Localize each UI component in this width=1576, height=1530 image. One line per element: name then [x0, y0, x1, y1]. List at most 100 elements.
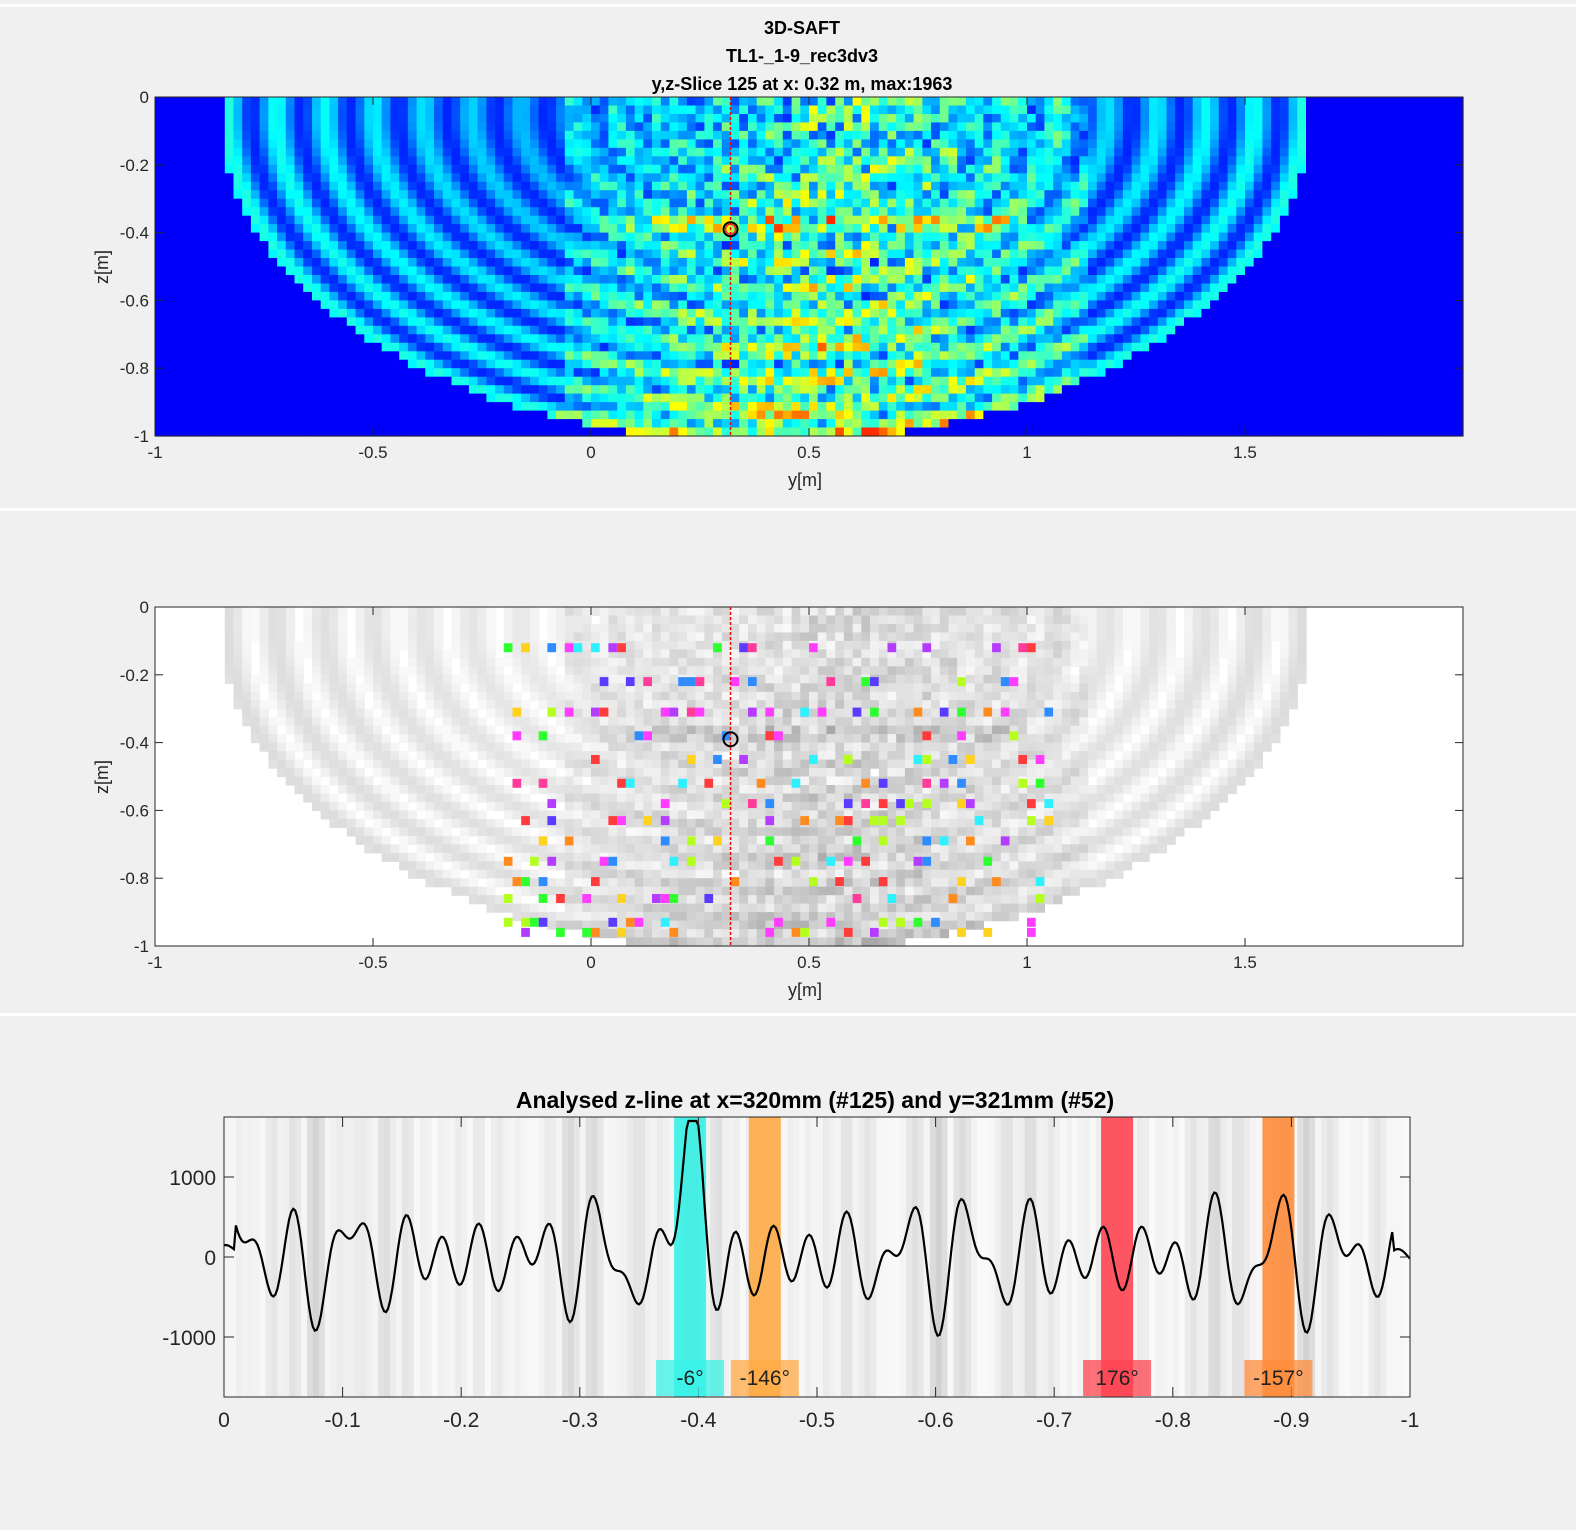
heatmap-cell — [695, 351, 705, 361]
heatmap-cell — [259, 139, 269, 149]
heatmap-cell — [373, 232, 383, 242]
heatmap-cell — [442, 130, 453, 140]
heatmap-cell — [739, 207, 749, 217]
heatmap-cell — [939, 258, 950, 268]
heatmap-cell — [861, 342, 871, 352]
heatmap-cell — [556, 300, 566, 310]
heatmap-cell — [1105, 164, 1115, 174]
heatmap-cell — [1044, 147, 1054, 157]
heatmap-cell — [800, 249, 810, 259]
heatmap-cell — [686, 291, 697, 301]
heatmap-cell — [582, 351, 592, 361]
heatmap-cell — [791, 147, 801, 157]
heatmap-cell — [1009, 122, 1019, 132]
heatmap-cell — [1053, 241, 1063, 251]
heatmap-cell — [512, 198, 522, 208]
heatmap-cell — [1218, 249, 1229, 259]
heatmap-cell — [198, 156, 208, 166]
heatmap-cell — [591, 410, 601, 420]
heatmap-cell — [163, 385, 173, 395]
heatmap-cell — [329, 198, 339, 208]
heatmap-cell — [983, 173, 993, 183]
heatmap-cell — [1192, 385, 1202, 395]
heatmap-cell — [181, 291, 191, 301]
heatmap-cell — [495, 215, 505, 225]
heatmap-cell — [1192, 427, 1202, 437]
heatmap-cell — [172, 147, 182, 157]
heatmap-cell — [809, 342, 819, 352]
heatmap-cell — [233, 147, 243, 157]
heatmap-cell — [591, 342, 601, 352]
heatmap-cell — [870, 139, 880, 149]
heatmap-cell — [451, 283, 461, 293]
heatmap-cell — [887, 122, 897, 132]
heatmap-cell — [329, 385, 339, 395]
heatmap-cell — [355, 410, 365, 420]
heatmap-cell — [1009, 376, 1019, 386]
heatmap-cell — [1166, 164, 1176, 174]
heatmap-cell — [1061, 232, 1072, 242]
heatmap-cell — [320, 147, 330, 157]
heatmap-cell — [704, 258, 714, 268]
heatmap-cell — [207, 334, 217, 344]
heatmap-cell — [163, 308, 173, 318]
heatmap-cell — [835, 122, 845, 132]
heatmap-cell — [277, 334, 287, 344]
heatmap-cell — [1070, 351, 1080, 361]
heatmap-cell — [364, 224, 374, 234]
heatmap-cell — [660, 393, 671, 403]
heatmap-cell — [887, 249, 897, 259]
heatmap-cell — [599, 427, 609, 437]
heatmap-cell — [346, 342, 357, 352]
heatmap-cell — [1192, 207, 1202, 217]
heatmap-cell — [974, 130, 984, 140]
heatmap-cell — [939, 325, 950, 335]
heatmap-cell — [460, 385, 470, 395]
heatmap-cell — [896, 173, 906, 183]
heatmap-cell — [782, 249, 793, 259]
heatmap-cell — [373, 258, 383, 268]
heatmap-cell — [233, 224, 243, 234]
heatmap-cell — [617, 385, 627, 395]
heatmap-cell — [312, 156, 322, 166]
heatmap-cell — [782, 317, 793, 327]
heatmap-cell — [896, 427, 906, 437]
heatmap-cell — [756, 122, 766, 132]
heatmap-cell — [495, 342, 505, 352]
heatmap-cell — [660, 139, 671, 149]
heatmap-cell — [573, 334, 583, 344]
heatmap-cell — [843, 385, 854, 395]
heatmap-cell — [312, 283, 322, 293]
heatmap-cell — [216, 122, 226, 132]
heatmap-cell — [155, 410, 165, 420]
heatmap-cell — [913, 359, 923, 369]
heatmap-cell — [512, 393, 522, 403]
heatmap-cell — [966, 198, 976, 208]
heatmap-cell — [617, 393, 627, 403]
heatmap-cell — [1114, 427, 1124, 437]
heatmap-cell — [922, 198, 932, 208]
heatmap-cell — [686, 139, 697, 149]
heatmap-cell — [974, 122, 984, 132]
heatmap-cell — [809, 300, 819, 310]
heatmap-cell — [277, 385, 287, 395]
heatmap-cell — [582, 291, 592, 301]
heatmap-cell — [1131, 207, 1141, 217]
heatmap-cell — [748, 410, 758, 420]
heatmap-cell — [686, 359, 697, 369]
heatmap-cell — [1122, 258, 1133, 268]
heatmap-cell — [913, 207, 923, 217]
heatmap-cell — [224, 156, 235, 166]
heatmap-cell — [826, 342, 836, 352]
heatmap-cell — [599, 105, 609, 115]
heatmap-cell — [495, 130, 505, 140]
heatmap-cell — [835, 139, 845, 149]
heatmap-cell — [399, 402, 409, 412]
heatmap-cell — [634, 130, 644, 140]
heatmap-cell — [1236, 283, 1246, 293]
heatmap-cell — [381, 368, 391, 378]
heatmap-cell — [1000, 232, 1011, 242]
heatmap-cell — [312, 173, 322, 183]
heatmap-cell — [1044, 359, 1054, 369]
heatmap-cell — [608, 241, 618, 251]
